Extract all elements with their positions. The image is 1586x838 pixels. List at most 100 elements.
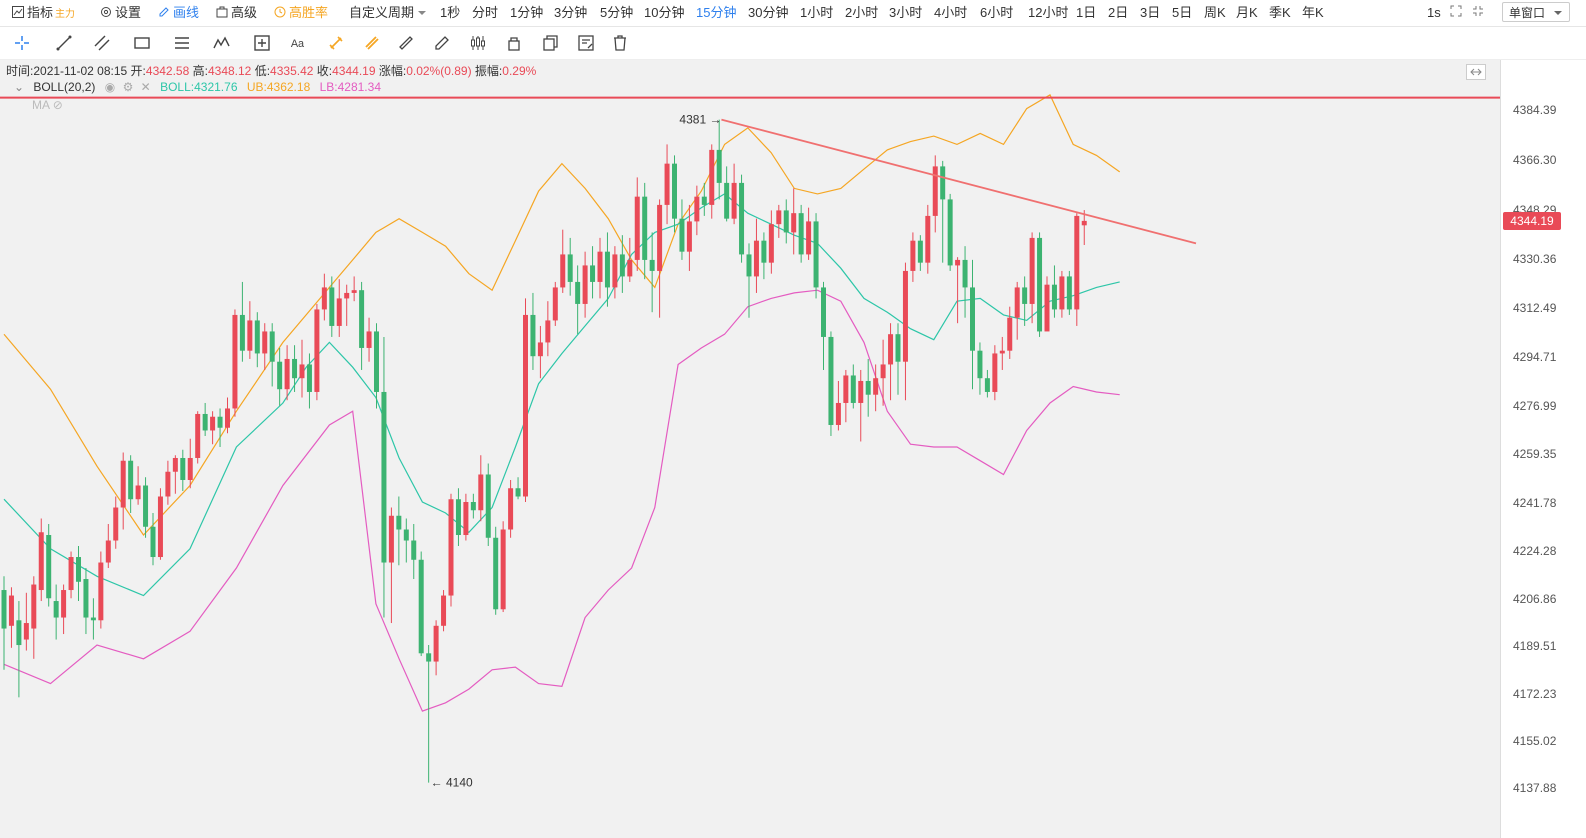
- period-5[interactable]: 10分钟: [644, 5, 685, 20]
- period-2[interactable]: 1分钟: [510, 5, 544, 20]
- magnet-icon[interactable]: [326, 33, 346, 53]
- window-mode-dropdown[interactable]: 单窗口: [1502, 2, 1570, 22]
- candle-body-42: [314, 309, 320, 392]
- price-axis[interactable]: 4384.39 4366.30 4348.29 4330.36 4312.49 4294.…: [1500, 60, 1586, 838]
- text-tool-icon[interactable]: Aa: [290, 33, 314, 53]
- crosshair-icon[interactable]: [12, 33, 32, 53]
- measure-icon[interactable]: [252, 33, 272, 53]
- candle-body-93: [694, 196, 700, 222]
- candle-body-51: [381, 391, 387, 563]
- settings-label: 设置: [115, 5, 142, 20]
- candle-body-29: [217, 416, 223, 428]
- fullscreen-icon[interactable]: [1450, 4, 1462, 22]
- period-18[interactable]: 周K: [1204, 5, 1226, 20]
- candle-body-11: [83, 579, 89, 618]
- period-12[interactable]: 6小时: [980, 5, 1014, 20]
- y-tick-7: 4259.35: [1513, 447, 1557, 462]
- candle-body-138: [1029, 237, 1035, 304]
- win-rate-button[interactable]: 高胜率: [274, 4, 328, 22]
- period-14[interactable]: 1日: [1076, 5, 1097, 20]
- period-1[interactable]: 分时: [472, 5, 499, 20]
- collapse-chevron-icon[interactable]: ⌄: [14, 80, 25, 94]
- y-tick-11: 4189.51: [1513, 639, 1557, 654]
- candle-body-104: [776, 210, 782, 225]
- svg-text:Aa: Aa: [291, 38, 305, 50]
- parallel-lines-icon[interactable]: [92, 33, 112, 53]
- candle-body-28: [210, 416, 216, 431]
- candle-body-20: [150, 526, 156, 558]
- candle-body-0: [1, 590, 7, 629]
- candle-body-122: [910, 240, 916, 271]
- eye-icon[interactable]: ◉: [104, 80, 116, 94]
- candle-body-56: [418, 559, 424, 654]
- candle-body-135: [1007, 317, 1013, 351]
- candle-body-118: [880, 364, 886, 379]
- briefcase-icon: [216, 6, 228, 18]
- hidden-eye-icon[interactable]: ⊘: [52, 98, 63, 112]
- boll-lb-label: LB:: [319, 80, 338, 94]
- candle-body-143: [1066, 276, 1072, 310]
- trash-icon[interactable]: [610, 33, 630, 53]
- candle-body-67: [500, 529, 506, 610]
- period-6[interactable]: 15分钟: [696, 5, 737, 20]
- period-19[interactable]: 月K: [1236, 5, 1258, 20]
- candle-body-53: [396, 515, 402, 530]
- trend-line-icon[interactable]: [54, 33, 74, 53]
- period-17[interactable]: 5日: [1172, 5, 1193, 20]
- candle-body-7: [53, 601, 59, 618]
- copy-icon[interactable]: [540, 33, 560, 53]
- period-11[interactable]: 4小时: [934, 5, 968, 20]
- boll-lb-value: 4281.34: [337, 80, 381, 94]
- period-20[interactable]: 季K: [1269, 5, 1291, 20]
- gear-icon[interactable]: ⚙: [122, 80, 134, 94]
- period-7[interactable]: 30分钟: [748, 5, 789, 20]
- candle-body-109: [813, 221, 819, 288]
- edit-icon[interactable]: [432, 33, 452, 53]
- candle-style-icon[interactable]: [468, 33, 488, 53]
- kline-chart[interactable]: 4381 → ← 4140: [0, 60, 1500, 838]
- ruler-icon[interactable]: [396, 33, 416, 53]
- draw-line-button[interactable]: 画线: [158, 4, 199, 22]
- candle-body-41: [306, 364, 312, 392]
- period-3[interactable]: 3分钟: [554, 5, 588, 20]
- rectangle-icon[interactable]: [132, 33, 152, 53]
- high-value: 4348.12: [207, 64, 252, 78]
- interval-label[interactable]: 1s: [1427, 5, 1441, 20]
- period-15[interactable]: 2日: [1108, 5, 1129, 20]
- candle-body-145: [1081, 220, 1087, 226]
- exit-fullscreen-icon[interactable]: [1472, 4, 1484, 22]
- wave-pattern-icon[interactable]: [212, 33, 232, 53]
- close-icon[interactable]: ✕: [140, 80, 151, 94]
- indicator-button[interactable]: 指标 主力: [12, 4, 75, 22]
- candle-body-119: [888, 334, 894, 365]
- period-13[interactable]: 12小时: [1028, 5, 1069, 20]
- notes-icon[interactable]: [576, 33, 596, 53]
- period-4[interactable]: 5分钟: [600, 5, 634, 20]
- period-16[interactable]: 3日: [1140, 5, 1161, 20]
- candle-body-57: [426, 653, 432, 662]
- candle-body-59: [441, 595, 447, 626]
- indicator-sub-label: 主力: [55, 9, 76, 20]
- horizontal-lines-icon[interactable]: [172, 33, 192, 53]
- period-21[interactable]: 年K: [1302, 5, 1324, 20]
- candle-body-38: [284, 358, 290, 390]
- period-10[interactable]: 3小时: [889, 5, 923, 20]
- candle-body-139: [1037, 237, 1043, 332]
- candle-body-102: [761, 240, 767, 263]
- candle-body-117: [873, 378, 879, 395]
- chart-settings-icon[interactable]: [1466, 64, 1486, 80]
- strong-magnet-icon[interactable]: [362, 33, 382, 53]
- candle-body-72: [537, 342, 543, 357]
- period-0[interactable]: 1秒: [440, 5, 461, 20]
- change-label: 涨幅:: [378, 64, 407, 78]
- settings-button[interactable]: 设置: [100, 4, 141, 22]
- period-9[interactable]: 2小时: [845, 5, 879, 20]
- custom-period-dropdown[interactable]: 自定义周期: [349, 4, 428, 22]
- advanced-button[interactable]: 高级: [216, 4, 257, 22]
- period-8[interactable]: 1小时: [800, 5, 834, 20]
- boll-lower-band: [3, 289, 1120, 712]
- boll-mid-value: 4321.76: [194, 80, 238, 94]
- lock-icon[interactable]: [504, 33, 524, 53]
- chart-area[interactable]: 4381 → ← 4140: [0, 60, 1500, 838]
- candle-body-14: [105, 540, 111, 563]
